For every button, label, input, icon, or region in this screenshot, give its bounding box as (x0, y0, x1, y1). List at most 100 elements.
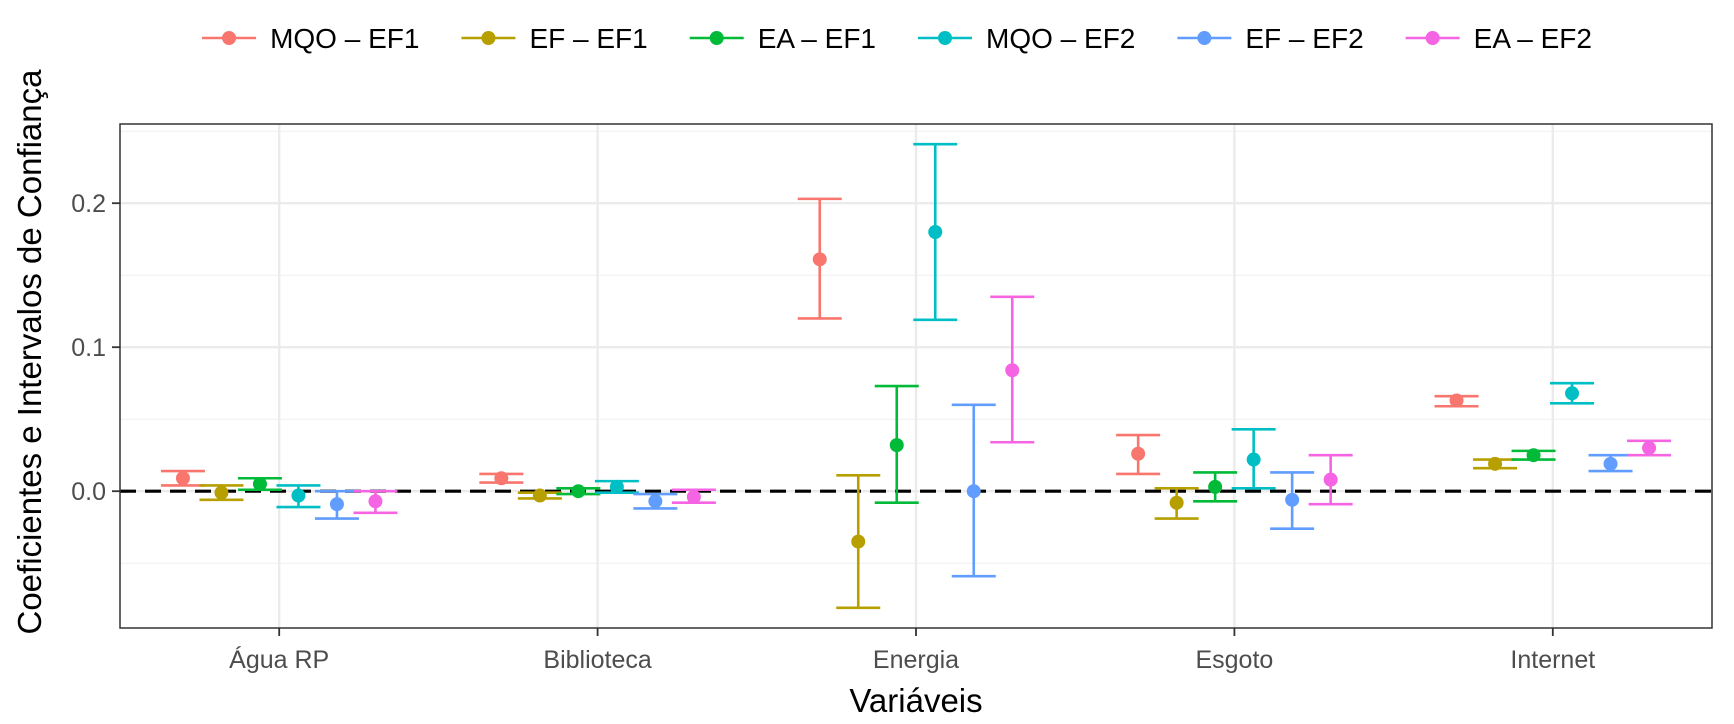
estimate-point (1488, 456, 1503, 471)
estimate-point (1005, 363, 1020, 378)
estimate-point (291, 488, 306, 503)
legend-label: EA – EF1 (758, 23, 876, 54)
errorbar-ef-ef1-agua-rp (199, 484, 244, 502)
errorbar-mqo-ef1-biblioteca (479, 471, 524, 486)
errorbar-ea-ef1-internet (1511, 448, 1556, 463)
errorbar-mqo-ef1-agua-rp (160, 469, 205, 487)
y-tick-label: 0.1 (71, 334, 106, 362)
legend-key-point (481, 31, 496, 45)
legend-key-point (709, 31, 724, 45)
errorbar-ef-ef1-internet (1473, 456, 1518, 471)
series-ea-ef1 (237, 384, 1556, 505)
errorbar-ea-ef1-biblioteca (556, 484, 601, 499)
errorbar-mqo-ef2-biblioteca (594, 479, 639, 494)
estimate-point (1169, 495, 1184, 510)
series-ef-ef1 (199, 456, 1518, 610)
legend-item-mqo-ef1: MQO – EF1 (202, 23, 419, 54)
errorbar-mqo-ef2-internet (1550, 381, 1595, 405)
legend-label: EA – EF2 (1474, 23, 1592, 54)
y-axis: 0.0 0.1 0.2 (71, 190, 120, 506)
estimate-point (329, 497, 344, 512)
legend-key-point (1197, 31, 1212, 45)
legend-item-ea-ef1: EA – EF1 (689, 23, 876, 54)
x-tick-label-biblioteca: Biblioteca (543, 646, 651, 674)
estimate-point (252, 477, 267, 491)
legend-key-point (1425, 31, 1440, 45)
estimate-point (532, 488, 547, 503)
legend-label: EF – EF2 (1245, 23, 1363, 54)
y-tick-label: 0.0 (71, 478, 106, 506)
errorbar-ef-ef2-internet (1588, 453, 1633, 473)
legend-item-ef-ef1: EF – EF1 (461, 23, 648, 54)
estimate-point (1323, 472, 1338, 487)
estimate-point (928, 225, 943, 239)
errorbar-ea-ef2-energia (990, 295, 1035, 444)
estimate-point (175, 471, 190, 486)
estimate-point (1526, 448, 1541, 463)
errorbar-ea-ef2-agua-rp (353, 489, 398, 515)
series-ef-ef2 (314, 403, 1633, 578)
x-axis: Água RP Biblioteca Energia Esgoto Internet (229, 628, 1595, 674)
y-axis-title: Coeficientes e Intervalos de Confiança (11, 69, 48, 635)
errorbar-ef-ef1-esgoto (1154, 487, 1199, 520)
errorbar-mqo-ef1-internet (1434, 393, 1479, 408)
x-tick-label-internet: Internet (1510, 646, 1595, 674)
errorbar-ef-ef1-energia (836, 474, 881, 610)
legend-item-ef-ef2: EF – EF2 (1177, 23, 1364, 54)
errorbar-mqo-ef2-agua-rp (276, 484, 321, 509)
estimate-point (648, 494, 663, 509)
legend-item-mqo-ef2: MQO – EF2 (918, 23, 1135, 54)
legend-item-ea-ef2: EA – EF2 (1405, 23, 1592, 54)
estimate-point (1246, 452, 1261, 467)
estimate-point (1285, 492, 1300, 507)
series-mqo-ef2 (276, 142, 1595, 509)
y-tick-label: 0.2 (71, 190, 106, 218)
x-tick-label-esgoto: Esgoto (1195, 646, 1273, 674)
x-tick-label-agua-rp: Água RP (229, 645, 329, 674)
series-ea-ef2 (353, 295, 1672, 515)
errorbar-mqo-ef2-esgoto (1231, 427, 1276, 490)
estimate-point (1642, 441, 1657, 455)
estimate-point (494, 471, 509, 486)
errorbar-ea-ef2-internet (1627, 439, 1672, 457)
estimate-point (214, 485, 229, 500)
legend: MQO – EF1 EF – EF1 EA – EF1 MQO – EF2 EF – E… (202, 23, 1592, 54)
errorbar-ea-ef2-esgoto (1308, 453, 1353, 506)
legend-label: MQO – EF1 (270, 23, 419, 54)
errorbar-ef-ef2-energia (951, 403, 996, 578)
errorbar-ea-ef1-agua-rp (237, 476, 282, 492)
estimate-point (1449, 393, 1464, 408)
estimate-point (368, 494, 383, 509)
estimate-point (1565, 386, 1580, 401)
series-mqo-ef1 (160, 197, 1479, 487)
estimate-point (1131, 446, 1146, 461)
errorbar-ea-ef1-energia (874, 384, 919, 505)
estimate-point (1603, 456, 1618, 471)
estimate-point (571, 484, 586, 499)
errorbar-ea-ef2-biblioteca (671, 488, 716, 505)
errorbar-mqo-ef1-esgoto (1116, 433, 1161, 476)
errorbar-ef-ef2-agua-rp (314, 489, 359, 520)
estimate-point (609, 479, 624, 494)
estimate-point (812, 252, 827, 267)
legend-key-point (222, 31, 237, 45)
estimate-point (686, 489, 701, 504)
errorbar-ef-ef1-biblioteca (517, 488, 562, 503)
errorbar-ef-ef2-biblioteca (633, 492, 678, 510)
errorbar-ea-ef1-esgoto (1193, 471, 1238, 503)
errorbar-ef-ef2-esgoto (1270, 471, 1315, 530)
legend-key-point (938, 31, 952, 45)
legend-label: EF – EF1 (529, 23, 647, 54)
estimate-point (1208, 479, 1223, 494)
legend-label: MQO – EF2 (986, 23, 1135, 54)
x-tick-label-energia: Energia (873, 646, 959, 674)
x-axis-title: Variáveis (849, 682, 982, 719)
estimate-point (851, 534, 866, 549)
estimate-point (889, 438, 904, 453)
errorbar-mqo-ef1-energia (797, 197, 842, 320)
errorbar-mqo-ef2-energia (913, 142, 958, 322)
estimate-point (966, 484, 981, 499)
error-bars (160, 142, 1672, 610)
